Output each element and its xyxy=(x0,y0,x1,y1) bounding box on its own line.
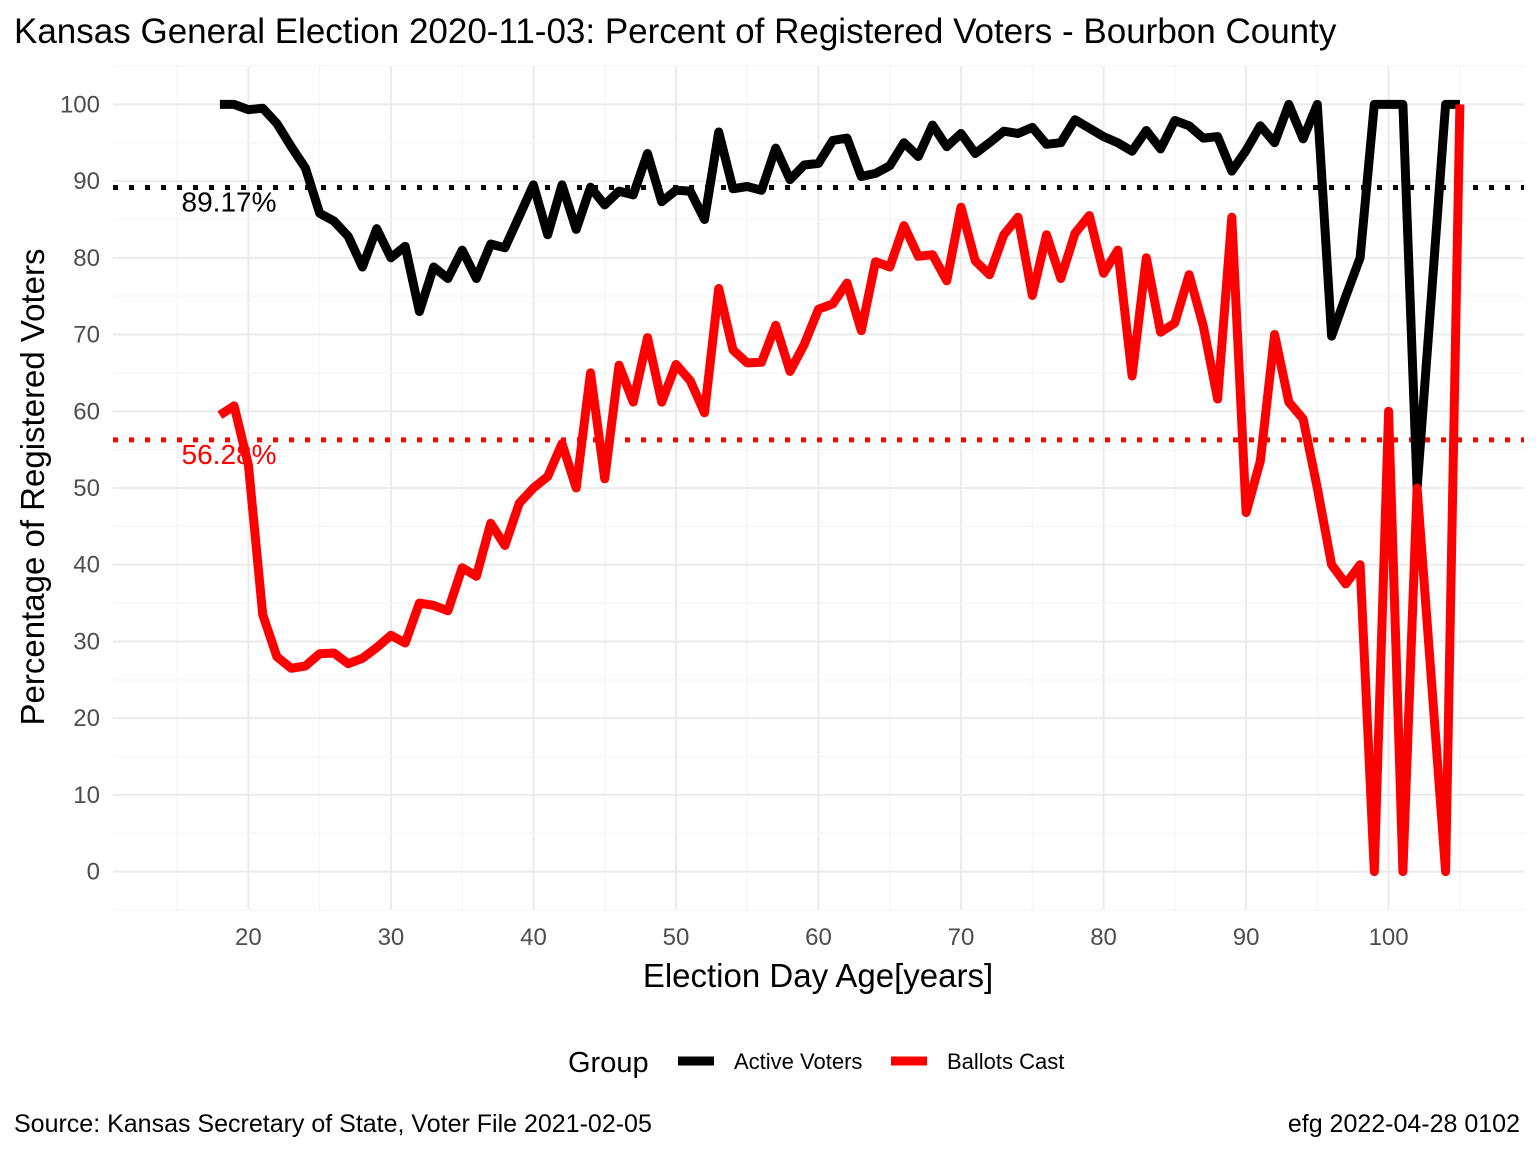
x-tick-label: 100 xyxy=(1369,924,1409,951)
chart-title: Kansas General Election 2020-11-03: Perc… xyxy=(14,12,1337,51)
x-tick-labels: 20 30 40 50 60 70 80 90 100 xyxy=(235,924,1409,951)
source-caption: Source: Kansas Secretary of State, Voter… xyxy=(14,1110,652,1138)
legend-title: Group xyxy=(568,1047,649,1079)
y-tick-label: 100 xyxy=(60,91,100,118)
x-axis-title: Election Day Age[years] xyxy=(643,957,993,994)
y-tick-label: 80 xyxy=(73,245,100,272)
credit-caption: efg 2022-04-28 0102 xyxy=(1288,1110,1520,1138)
grid xyxy=(113,65,1524,911)
series-layer xyxy=(217,99,1465,877)
y-tick-label: 70 xyxy=(73,322,100,349)
reference-line-label: 89.17% xyxy=(182,186,277,217)
x-tick-label: 20 xyxy=(235,924,262,951)
y-tick-label: 40 xyxy=(73,552,100,579)
legend: Group Active Voters Ballots Cast xyxy=(568,1047,1064,1079)
series-line-active-voters xyxy=(219,99,1460,493)
x-tick-label: 90 xyxy=(1233,924,1260,951)
x-tick-label: 50 xyxy=(663,924,690,951)
y-tick-label: 60 xyxy=(73,398,100,425)
x-tick-label: 30 xyxy=(378,924,405,951)
x-tick-label: 80 xyxy=(1090,924,1117,951)
series-line-ballots-cast xyxy=(217,104,1465,877)
x-tick-label: 60 xyxy=(805,924,832,951)
y-tick-label: 90 xyxy=(73,168,100,195)
reference-line-label: 56.28% xyxy=(182,439,277,470)
y-tick-label: 30 xyxy=(73,628,100,655)
reference-labels: 89.17% 56.28% xyxy=(182,186,277,469)
legend-label-ballots-cast: Ballots Cast xyxy=(947,1049,1064,1074)
y-axis-title: Percentage of Registered Voters xyxy=(14,249,51,726)
x-tick-label: 40 xyxy=(520,924,547,951)
y-tick-label: 0 xyxy=(87,859,100,886)
y-tick-label: 20 xyxy=(73,705,100,732)
legend-label-active-voters: Active Voters xyxy=(734,1049,862,1074)
y-tick-label: 10 xyxy=(73,782,100,809)
x-tick-label: 70 xyxy=(948,924,975,951)
y-tick-label: 50 xyxy=(73,475,100,502)
reference-lines xyxy=(113,184,1524,443)
y-tick-labels: 0 10 20 30 40 50 60 70 80 90 100 xyxy=(60,91,100,885)
